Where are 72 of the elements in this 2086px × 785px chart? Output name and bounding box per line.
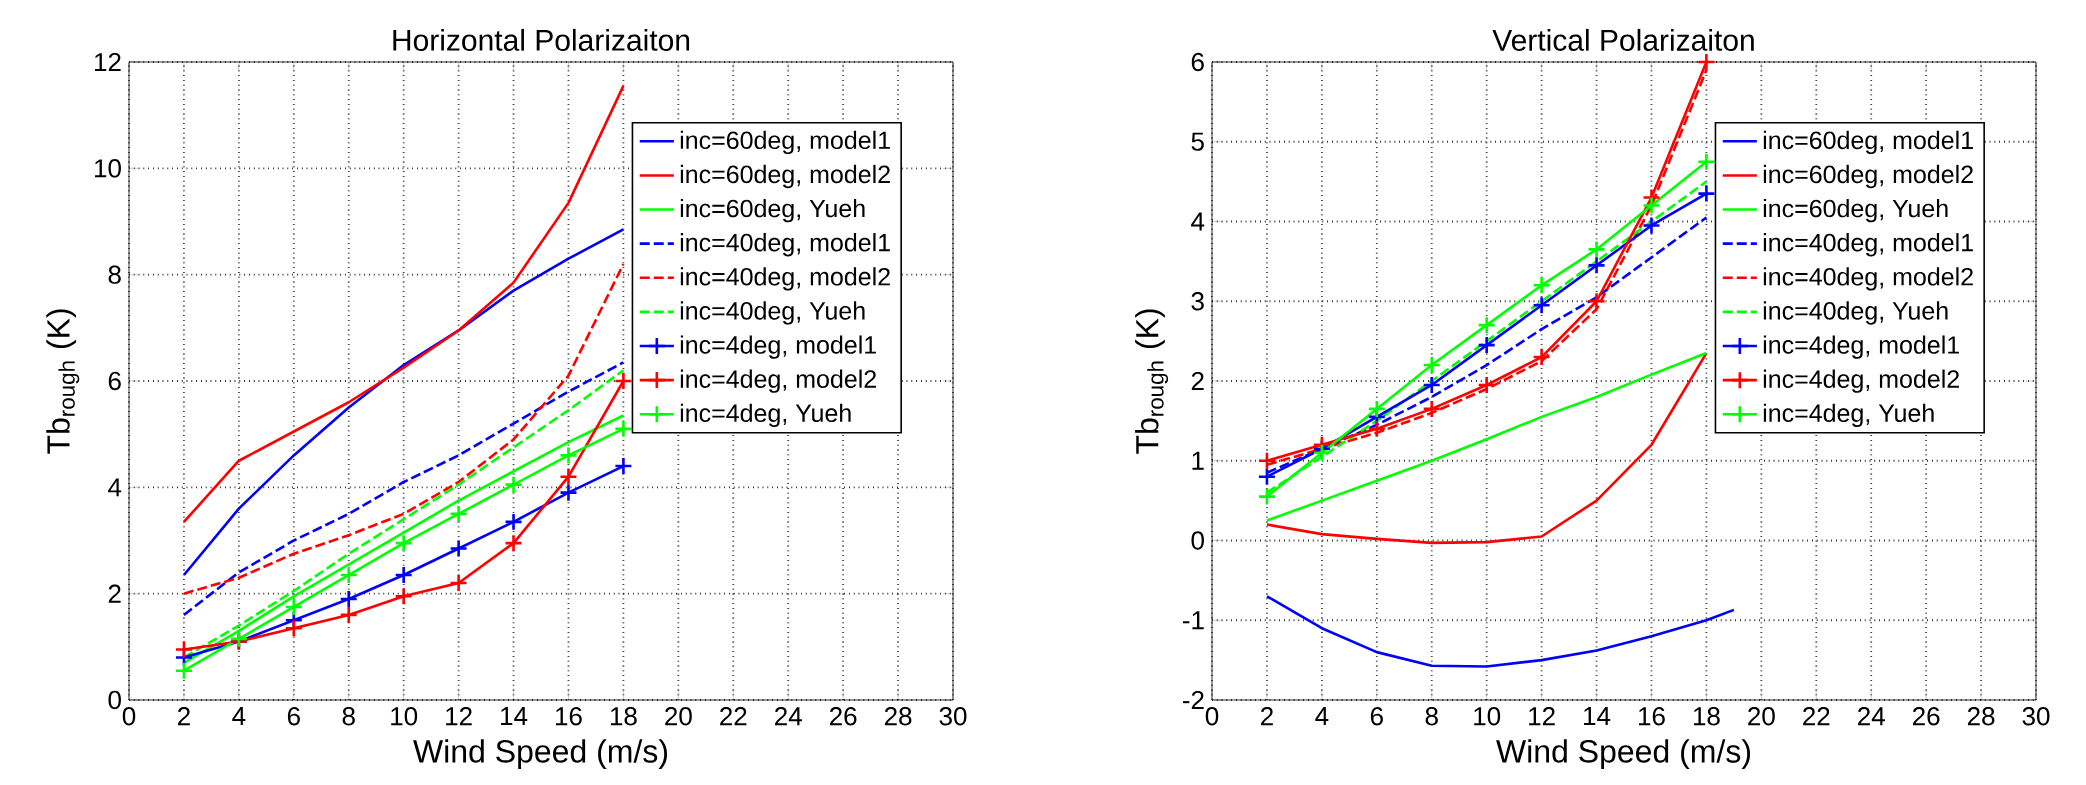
x-tick-label: 18: [610, 707, 637, 726]
x-tick-label: 0: [1205, 707, 1219, 726]
y-tick-label: -1: [1182, 611, 1204, 630]
x-tick-label: 10: [391, 707, 418, 726]
x-tick-label: 22: [1803, 707, 1830, 726]
x-tick-label: 20: [665, 707, 692, 726]
y-tick-label: 0: [1191, 531, 1204, 550]
chart-title: Horizontal Polarizaiton: [393, 28, 690, 51]
x-tick-label: 10: [1474, 707, 1501, 726]
legend-label: inc=4deg, model1: [1763, 335, 1959, 359]
legend-label: inc=40deg, model2: [680, 267, 890, 291]
x-tick-label: 12: [1529, 707, 1555, 726]
x-tick-label: 30: [939, 707, 967, 726]
legend-label: inc=4deg, Yueh: [680, 403, 851, 427]
x-tick-label: 30: [2022, 707, 2050, 726]
legend-label: inc=40deg, Yueh: [680, 301, 865, 325]
y-axis-title: Tb$_{rough}$ (K): [1135, 309, 1169, 454]
y-tick-label: 3: [1191, 292, 1204, 311]
y-axis-title: Tb$_{rough}$ (K): [46, 309, 80, 454]
x-tick-label: 2: [178, 707, 190, 726]
y-tick-label: 2: [108, 584, 121, 603]
x-tick-label: 14: [1584, 707, 1611, 725]
y-tick-label: 5: [1191, 132, 1204, 151]
legend-label: inc=4deg, model2: [1763, 369, 1959, 393]
y-tick-label: 10: [95, 159, 121, 178]
legend-label: inc=40deg, Yueh: [1763, 301, 1948, 325]
x-tick-label: 18: [1693, 707, 1720, 726]
legend-label: inc=4deg, model1: [680, 335, 876, 359]
legend-label: inc=60deg, model2: [680, 164, 890, 189]
chart-title: Vertical Polarizaiton: [1492, 28, 1754, 51]
x-tick-label: 24: [1858, 707, 1885, 726]
x-tick-label: 28: [884, 707, 912, 726]
x-tick-label: 22: [720, 707, 747, 726]
legend-label: inc=60deg, model2: [1763, 164, 1973, 189]
x-axis-title: Wind Speed (m/s): [413, 739, 667, 770]
y-tick-label: 6: [1191, 52, 1204, 72]
y-tick-label: -2: [1182, 690, 1204, 710]
y-tick-label: 8: [108, 265, 121, 284]
legend-label: inc=60deg, Yueh: [1763, 198, 1948, 223]
legend-label: inc=4deg, model2: [680, 369, 876, 393]
y-tick-label: 6: [108, 371, 121, 391]
x-tick-label: 12: [446, 707, 472, 726]
x-tick-label: 8: [342, 707, 355, 726]
x-tick-label: 2: [1261, 707, 1273, 726]
y-tick-label: 12: [95, 52, 121, 72]
legend-label: inc=40deg, model2: [1763, 267, 1973, 291]
x-axis-title: Wind Speed (m/s): [1496, 739, 1750, 770]
x-tick-label: 6: [287, 707, 300, 726]
legend-label: inc=40deg, model1: [680, 233, 890, 257]
y-tick-label: 4: [108, 478, 122, 497]
x-tick-label: 26: [830, 707, 857, 726]
x-tick-label: 6: [1370, 707, 1383, 726]
x-tick-label: 16: [1639, 707, 1665, 726]
x-tick-label: 4: [1315, 707, 1329, 725]
x-tick-label: 24: [775, 707, 802, 726]
x-tick-label: 4: [232, 707, 246, 725]
legend-label: inc=60deg, Yueh: [680, 198, 865, 223]
legend-label: inc=4deg, Yueh: [1763, 403, 1934, 427]
legend-label: inc=40deg, model1: [1763, 233, 1973, 257]
y-tick-label: 2: [1191, 371, 1204, 391]
y-tick-label: 0: [108, 690, 121, 710]
legend-label: inc=60deg, model1: [1763, 130, 1973, 155]
x-tick-label: 16: [555, 707, 582, 726]
y-tick-label: 1: [1192, 451, 1204, 470]
legend-label: inc=60deg, model1: [680, 130, 890, 155]
x-tick-label: 28: [1967, 707, 1995, 726]
x-tick-label: 26: [1913, 707, 1940, 726]
x-tick-label: 0: [122, 707, 136, 726]
x-tick-label: 20: [1748, 707, 1775, 726]
x-tick-label: 14: [501, 707, 528, 725]
x-tick-label: 8: [1425, 707, 1438, 726]
y-tick-label: 4: [1191, 212, 1205, 231]
